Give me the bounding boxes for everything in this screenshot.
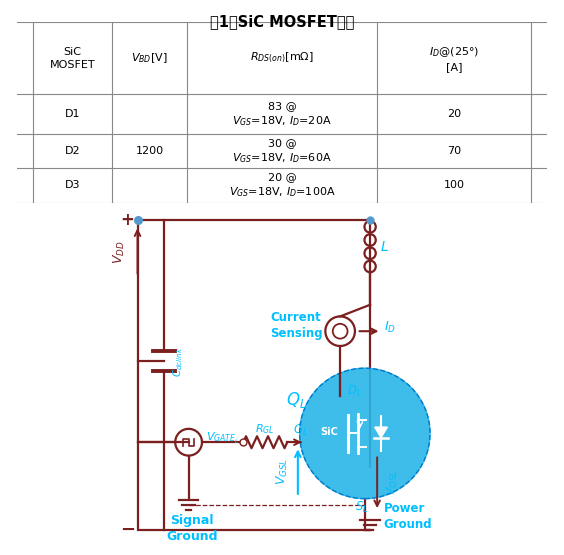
Text: 30 @
$V_{GS}$=18V, $I_D$=60A: 30 @ $V_{GS}$=18V, $I_D$=60A bbox=[232, 138, 332, 165]
Text: $V_{GSL}$: $V_{GSL}$ bbox=[275, 458, 290, 485]
Text: $I_D$: $I_D$ bbox=[384, 320, 396, 335]
Text: $C_{dclink}$: $C_{dclink}$ bbox=[171, 346, 186, 377]
Text: D2: D2 bbox=[65, 146, 81, 156]
Text: Signal
Ground: Signal Ground bbox=[166, 514, 218, 543]
Text: 100: 100 bbox=[444, 180, 465, 190]
Text: $R_{GL}$: $R_{GL}$ bbox=[255, 422, 275, 436]
Text: $D_L$: $D_L$ bbox=[347, 384, 362, 398]
Text: $V_{GATE_L}$: $V_{GATE_L}$ bbox=[206, 431, 240, 446]
Text: D3: D3 bbox=[65, 180, 80, 190]
Text: 表1：SiC MOSFET规格: 表1：SiC MOSFET规格 bbox=[210, 14, 354, 29]
Text: $L$: $L$ bbox=[380, 240, 389, 254]
Text: SiC: SiC bbox=[321, 427, 338, 437]
Text: 20: 20 bbox=[447, 109, 461, 119]
Circle shape bbox=[299, 368, 430, 498]
Text: 83 @
$V_{GS}$=18V, $I_D$=20A: 83 @ $V_{GS}$=18V, $I_D$=20A bbox=[232, 101, 332, 128]
Text: −: − bbox=[120, 521, 135, 539]
Text: $Q_L$: $Q_L$ bbox=[285, 390, 306, 410]
Text: $I_D$@(25°)
[A]: $I_D$@(25°) [A] bbox=[429, 45, 479, 72]
Text: Power
Ground: Power Ground bbox=[384, 502, 432, 531]
Text: $V_{BD}$[V]: $V_{BD}$[V] bbox=[131, 52, 168, 65]
Text: $V_{DSL}$: $V_{DSL}$ bbox=[385, 469, 399, 496]
Polygon shape bbox=[374, 427, 387, 438]
Text: $R_{DS(on)}$[m$\Omega$]: $R_{DS(on)}$[m$\Omega$] bbox=[250, 51, 314, 65]
Text: SiC
MOSFET: SiC MOSFET bbox=[50, 47, 95, 70]
Text: D1: D1 bbox=[65, 109, 80, 119]
Text: 1200: 1200 bbox=[135, 146, 164, 156]
Text: $G_L$: $G_L$ bbox=[293, 423, 308, 438]
Text: 20 @
$V_{GS}$=18V, $I_D$=100A: 20 @ $V_{GS}$=18V, $I_D$=100A bbox=[228, 172, 336, 199]
Text: 70: 70 bbox=[447, 146, 461, 156]
Text: Current
Sensing: Current Sensing bbox=[270, 311, 323, 340]
Text: +: + bbox=[121, 211, 135, 229]
Text: $V_{DD}$: $V_{DD}$ bbox=[112, 240, 127, 264]
Text: $S_L$: $S_L$ bbox=[355, 500, 368, 515]
